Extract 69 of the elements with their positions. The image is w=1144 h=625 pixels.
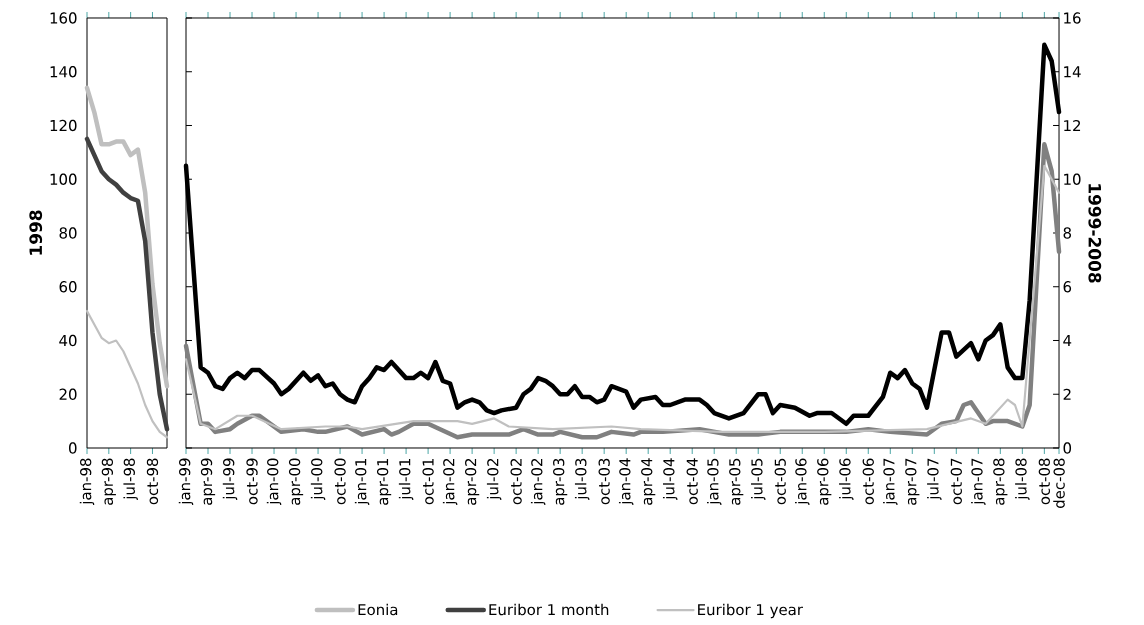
legend-label: Euribor 1 year [698,603,803,619]
x-tick-label: dec-08 [1053,458,1065,508]
x-tick-label: oct-99 [246,458,258,505]
x-tick-label: apr-99 [200,458,216,505]
x-tick-label: oct-06 [862,458,874,505]
x-tick-label: oct-03 [598,458,610,505]
x-tick-label: jul-07 [927,458,942,500]
x-tick-label: jan-07 [971,458,986,505]
x-tick-label: jul-05 [751,458,766,500]
y2-tick-label: 4 [1063,335,1072,346]
x-tick-label: apr-01 [376,458,392,505]
x-tick-label: apr-05 [729,458,744,505]
x-tick-label: jul-08 [1015,458,1030,500]
y2-tick-label: 2 [1063,388,1071,400]
x-tick-label: oct-08 [1038,458,1050,505]
x-tick-label: jan-02 [530,459,546,505]
x-tick-label: jul-03 [574,458,590,500]
x-tick-label: apr-98 [101,458,116,505]
y-tick-label: 160 [50,12,77,24]
y2-tick-label: 14 [1064,66,1081,78]
x-tick-label: jan-06 [795,458,810,505]
x-tick-label: jan-00 [266,458,282,505]
x-tick-label: oct-04 [686,458,698,505]
x-tick-label: jan-04 [618,458,634,505]
x-tick-label: jan-01 [354,458,370,505]
y-tick-label: 40 [59,334,77,347]
y2-tick-label: 0 [1063,442,1072,454]
x-tick-label: apr-06 [817,458,832,505]
x-tick-label: jul-98 [123,458,138,500]
x-tick-label: apr-03 [553,458,568,505]
y2-axis-title: 1999-2008 [1088,184,1102,283]
legend-label: Euribor 1 month [489,603,609,616]
y-tick-label: 20 [59,388,77,400]
y2-tick-label: 6 [1063,281,1072,293]
y2-tick-label: 12 [1064,119,1081,132]
x-tick-label: jul-06 [839,458,854,500]
y-axis-title: 1998 [29,210,43,255]
x-tick-label: jan-98 [79,458,95,505]
y2-tick-label: 10 [1064,173,1081,185]
y-tick-label: 60 [59,281,77,293]
x-tick-label: apr-07 [905,458,920,505]
x-tick-label: apr-08 [993,458,1008,505]
x-tick-label: apr-00 [288,458,304,505]
x-tick-label: oct-05 [774,458,786,505]
x-tick-label: oct-07 [950,458,962,505]
x-tick-label: jul-02 [486,459,502,500]
x-tick-label: apr-02 [465,458,480,505]
legend-label: Eonia [358,603,398,616]
x-tick-label: jan-02 [442,459,458,505]
y-tick-label: 140 [50,66,77,78]
x-tick-label: jan-07 [883,458,898,505]
y-tick-label: 80 [59,227,77,239]
x-tick-label: jan-99 [178,458,194,505]
y2-tick-label: 8 [1063,227,1072,239]
x-tick-label: jan-05 [706,458,722,505]
x-tick-label: jul-99 [222,458,238,500]
x-tick-label: jul-01 [398,458,414,500]
y2-tick-label: 16 [1064,12,1081,24]
x-tick-label: apr-04 [641,458,656,505]
x-tick-label: jul-04 [662,458,678,500]
y-tick-label: 100 [50,173,77,185]
x-tick-label: oct-01 [422,458,434,505]
line-series [84,85,170,389]
x-tick-label: oct-02 [510,459,522,505]
x-tick-label: jul-00 [310,458,326,500]
y-tick-label: 0 [69,442,77,454]
x-tick-label: oct-98 [146,458,159,505]
y-tick-label: 120 [50,119,77,132]
x-tick-label: oct-00 [334,458,346,505]
